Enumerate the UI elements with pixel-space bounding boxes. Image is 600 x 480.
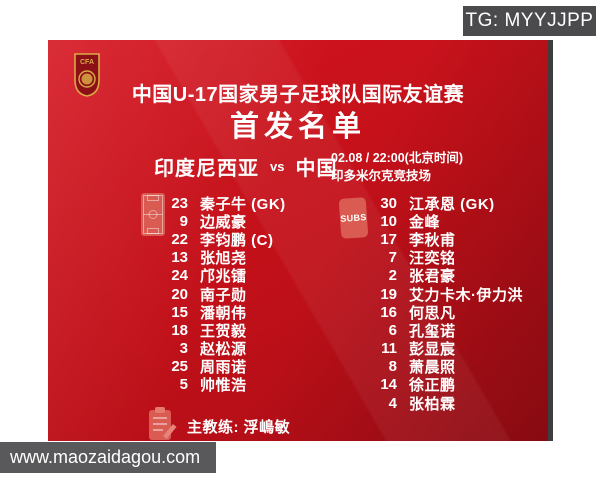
pitch-icon — [140, 192, 166, 242]
match-info: 02.08 / 22:00(北京时间) 印多米尔克竞技场 — [331, 149, 463, 185]
player-number: 2 — [388, 267, 397, 285]
player-number: 8 — [388, 358, 397, 376]
player-name: 江承恩 (GK) — [409, 195, 495, 213]
player-row: 11 彭显宸 — [361, 340, 523, 358]
player-row: 16 何思凡 — [361, 303, 523, 322]
player-row: 14 徐正鹏 — [361, 376, 523, 394]
player-row: 22 李钧鹏 (C) — [152, 230, 286, 249]
away-team: 中国 — [295, 158, 338, 180]
poster-title: 中国U-17国家男子足球队国际友谊赛 — [131, 84, 465, 106]
player-row: 5 帅惟浩 — [152, 376, 286, 394]
player-name: 孔玺诺 — [409, 322, 456, 340]
crest-letters: CFA — [80, 59, 94, 66]
player-number: 22 — [171, 230, 188, 248]
player-number: 4 — [388, 394, 397, 412]
player-number: 5 — [179, 376, 188, 394]
match-datetime: 02.08 / 22:00(北京时间) — [331, 151, 463, 165]
player-number: 24 — [171, 267, 188, 285]
player-number: 23 — [171, 194, 188, 212]
match-venue: 印多米尔克竞技场 — [331, 169, 432, 183]
player-name: 南子勋 — [200, 286, 247, 304]
player-name: 王贺毅 — [200, 322, 247, 340]
player-name: 李钧鹏 (C) — [200, 231, 274, 249]
player-name: 何思凡 — [409, 304, 456, 322]
player-number: 15 — [171, 303, 188, 321]
player-name: 帅惟浩 — [200, 377, 247, 395]
player-name: 彭显宸 — [409, 341, 456, 359]
player-name: 张君豪 — [409, 268, 456, 286]
player-row: 2 张君豪 — [361, 267, 523, 285]
player-row: 9 边威豪 — [152, 212, 286, 231]
player-row: 19 艾力卡木·伊力洪 — [361, 285, 523, 304]
player-number: 7 — [388, 249, 397, 267]
player-name: 邝兆镭 — [200, 268, 247, 286]
player-name: 边威豪 — [200, 213, 247, 231]
home-team: 印度尼西亚 — [154, 158, 259, 180]
player-row: 3 赵松源 — [152, 340, 286, 358]
player-number: 11 — [381, 340, 397, 358]
player-number: 16 — [380, 303, 397, 321]
poster-shadow-edge — [548, 40, 553, 441]
starters-list: 23 秦子牛 (GK) 9 边威豪 22 李钧鹏 (C) 13 张旭尧 — [152, 194, 286, 395]
player-number: 25 — [171, 358, 188, 376]
player-row: 18 王贺毅 — [152, 321, 286, 340]
player-number: 3 — [179, 340, 188, 358]
player-row: 10 金峰 — [361, 212, 523, 231]
player-row: 30 江承恩 (GK) — [361, 194, 523, 213]
cfa-crest-icon: CFA — [72, 52, 102, 99]
player-number: 30 — [380, 194, 397, 212]
player-name: 赵松源 — [200, 341, 247, 359]
player-number: 19 — [380, 285, 397, 303]
coach-row: 主教练: 浮嶋敏 — [147, 406, 290, 447]
watermark-bar: www.maozaidagou.com — [0, 442, 216, 473]
player-row: 8 萧晨照 — [361, 358, 523, 376]
match-teams: 印度尼西亚 vs 中国 — [154, 152, 337, 181]
tg-badge: TG: MYYJJPP — [463, 6, 596, 36]
player-row: 23 秦子牛 (GK) — [152, 194, 286, 213]
player-name: 张柏霖 — [409, 395, 456, 413]
vs-label: vs — [270, 159, 285, 174]
player-number: 20 — [171, 285, 188, 303]
player-name: 萧晨照 — [409, 359, 456, 377]
player-row: 20 南子勋 — [152, 285, 286, 304]
player-row: 4 张柏霖 — [361, 394, 523, 413]
poster-subtitle: 首发名单 — [229, 111, 366, 143]
player-row: 6 孔玺诺 — [361, 321, 523, 340]
player-row: 17 李秋甫 — [361, 230, 523, 249]
player-number: 17 — [380, 230, 397, 248]
player-row: 25 周雨诺 — [152, 358, 286, 376]
player-number: 13 — [171, 249, 188, 267]
player-name: 汪奕铭 — [409, 250, 456, 268]
player-name: 秦子牛 (GK) — [200, 195, 286, 213]
player-row: 24 邝兆镭 — [152, 267, 286, 285]
player-name: 李秋甫 — [409, 231, 456, 249]
player-row: 7 汪奕铭 — [361, 249, 523, 267]
player-number: 10 — [380, 212, 397, 230]
coach-label: 主教练: 浮嶋敏 — [187, 419, 291, 436]
player-name: 艾力卡木·伊力洪 — [409, 286, 523, 304]
lineup-poster: CFA 中国U-17国家男子足球队国际友谊赛 首发名单 印度尼西亚 vs 中国 … — [48, 40, 548, 441]
player-number: 14 — [380, 376, 397, 394]
player-number: 6 — [388, 321, 397, 339]
clipboard-icon — [147, 406, 177, 447]
player-name: 潘朝伟 — [200, 304, 247, 322]
player-name: 金峰 — [409, 213, 441, 231]
player-name: 徐正鹏 — [409, 377, 456, 395]
player-number: 9 — [179, 212, 188, 230]
subs-list: 30 江承恩 (GK) 10 金峰 17 李秋甫 7 汪奕铭 — [361, 194, 523, 413]
player-name: 周雨诺 — [200, 359, 247, 377]
player-row: 13 张旭尧 — [152, 249, 286, 267]
player-name: 张旭尧 — [200, 250, 247, 268]
player-row: 15 潘朝伟 — [152, 303, 286, 322]
player-number: 18 — [171, 321, 188, 339]
